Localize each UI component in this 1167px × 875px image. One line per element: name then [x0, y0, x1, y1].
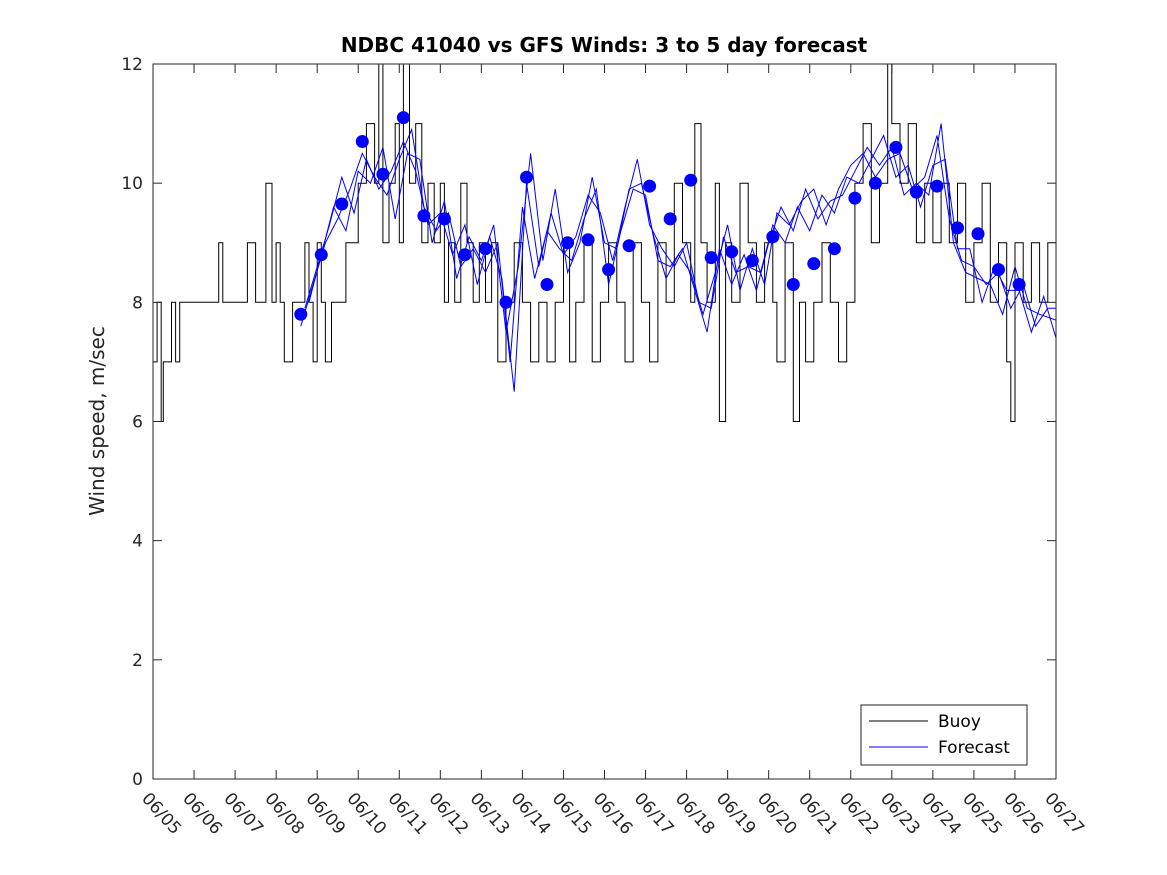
y-tick-label: 0: [132, 770, 143, 790]
forecast-marker-point: [602, 263, 616, 277]
y-tick-label: 4: [132, 532, 143, 552]
y-axis-label: Wind speed, m/sec: [85, 326, 109, 516]
forecast-marker-point: [868, 176, 882, 190]
forecast-marker-point: [437, 212, 451, 226]
chart-title: NDBC 41040 vs GFS Winds: 3 to 5 day fore…: [341, 33, 868, 57]
forecast-marker-point: [951, 221, 964, 235]
plot-area: [153, 64, 1056, 422]
y-tick-label: 12: [121, 55, 143, 75]
forecast-marker-point: [355, 135, 369, 148]
y-tick-label: 8: [132, 293, 143, 313]
forecast-marker-point: [643, 179, 657, 193]
forecast-marker-point: [930, 179, 944, 193]
forecast-marker-point: [992, 263, 1005, 277]
legend-buoy-label: Buoy: [938, 712, 981, 732]
forecast-marker-point: [417, 209, 431, 223]
forecast-marker-point: [314, 248, 328, 262]
y-tick-label: 10: [121, 174, 143, 194]
forecast-marker-point: [581, 233, 595, 247]
forecast-marker-point: [396, 111, 410, 125]
forecast-marker-point: [540, 278, 554, 291]
forecast-marker-point: [971, 227, 985, 241]
forecast-marker-point: [725, 245, 739, 259]
forecast-marker-point: [909, 185, 923, 199]
forecast-marker-point: [294, 307, 308, 321]
legend-box: [860, 704, 1028, 766]
forecast-marker-point: [622, 239, 636, 253]
forecast-marker-point: [1012, 278, 1026, 291]
forecast-series-line-3: [308, 135, 1056, 333]
forecast-marker-point: [663, 212, 677, 226]
forecast-series-line-2: [304, 134, 1056, 392]
forecast-marker-point: [376, 167, 390, 181]
y-tick-label: 6: [132, 413, 143, 433]
y-tick-label: 2: [132, 651, 143, 671]
forecast-marker-point: [745, 254, 759, 268]
forecast-marker-point: [786, 278, 800, 291]
forecast-marker-point: [827, 242, 841, 256]
forecast-marker-point: [889, 140, 903, 154]
forecast-marker-point: [335, 197, 349, 211]
forecast-marker-point: [499, 295, 513, 309]
forecast-marker-point: [561, 236, 575, 250]
forecast-marker-point: [704, 251, 718, 265]
buoy-series-line: [153, 64, 1056, 422]
forecast-marker-point: [684, 173, 698, 187]
forecast-marker-point: [479, 242, 492, 256]
forecast-marker-point: [807, 257, 821, 271]
forecast-marker-point: [520, 170, 533, 184]
forecast-marker-point: [766, 230, 780, 244]
legend-forecast-label: Forecast: [938, 738, 1010, 758]
forecast-marker-point: [458, 248, 472, 262]
legend: Buoy Forecast: [860, 704, 1028, 766]
forecast-marker-point: [848, 191, 862, 205]
